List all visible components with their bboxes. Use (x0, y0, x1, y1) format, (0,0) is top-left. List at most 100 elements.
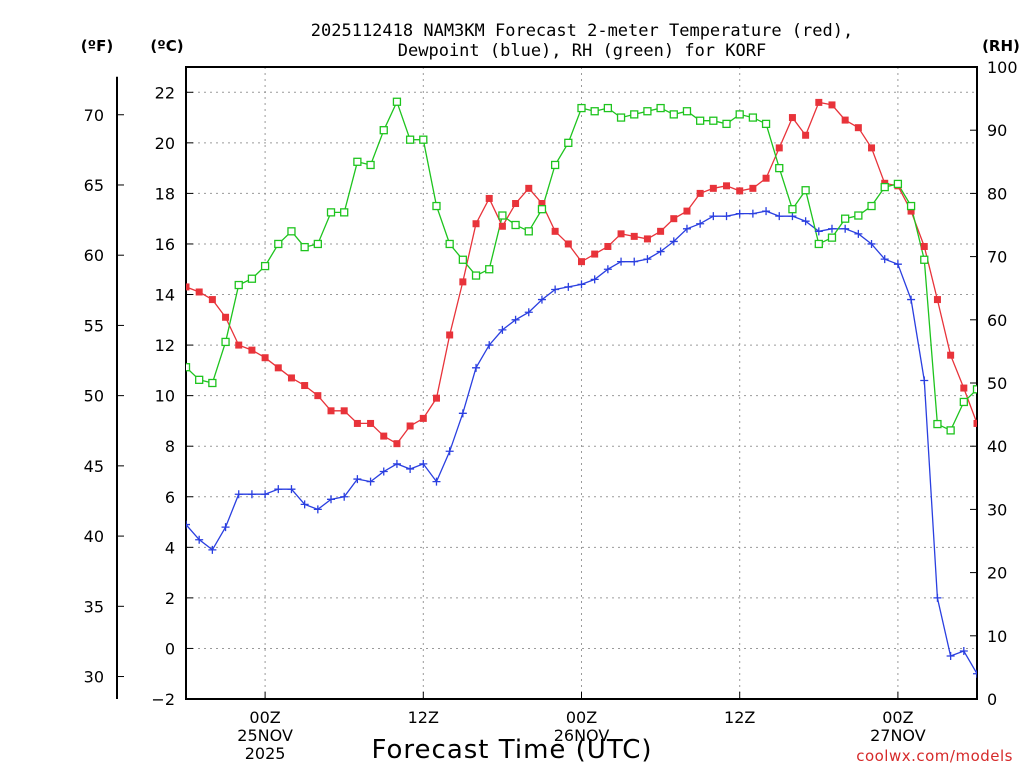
data-point (603, 265, 612, 274)
data-point (195, 535, 204, 544)
data-point (630, 110, 639, 119)
rh-tick-label: 0 (987, 690, 997, 709)
data-point (287, 374, 295, 382)
data-point (906, 201, 916, 211)
data-point (186, 363, 191, 372)
data-point (643, 107, 652, 116)
data-point (274, 485, 283, 494)
data-point (736, 187, 744, 195)
data-point (525, 184, 533, 192)
data-point (498, 211, 507, 220)
x-axis-label: Forecast Time (UTC) (371, 735, 652, 765)
data-point (208, 545, 217, 554)
data-point (748, 209, 757, 218)
chart-title-line-2: Dewpoint (blue), RH (green) for KORF (398, 41, 766, 61)
data-point (406, 422, 414, 430)
data-point (498, 325, 507, 334)
data-point (868, 144, 876, 152)
data-point (419, 135, 428, 144)
data-point (247, 490, 256, 499)
data-point (301, 382, 309, 390)
data-point (367, 419, 375, 427)
rh-tick-label: 70 (987, 248, 1007, 267)
data-point (907, 207, 915, 215)
data-point (195, 375, 204, 384)
data-point (287, 227, 296, 236)
data-point (972, 385, 977, 394)
celsius-tick-label: 20 (155, 134, 175, 153)
data-point (617, 230, 625, 238)
data-point (186, 520, 190, 529)
data-point (973, 669, 977, 678)
data-point (775, 212, 784, 221)
x-tick-label: 25NOV (237, 726, 293, 745)
data-point (577, 280, 586, 289)
data-point (893, 179, 903, 189)
data-point (788, 114, 796, 122)
data-point (630, 257, 639, 266)
data-point (880, 182, 889, 192)
rh-tick-label: 90 (987, 121, 1007, 140)
data-point (485, 265, 494, 274)
celsius-tick-label: −2 (151, 690, 175, 709)
data-point (946, 426, 955, 435)
data-point (656, 103, 665, 113)
data-point (379, 467, 388, 476)
data-point (274, 364, 282, 372)
data-point (234, 490, 243, 499)
data-point (379, 126, 388, 135)
data-point (960, 384, 968, 392)
data-point (392, 459, 401, 468)
data-point (696, 219, 705, 228)
data-point (353, 157, 362, 166)
tick-labels: −2 0 2 4 6 8 10 12 14 16 18 20 22 30 35 40 45 50 55 60 65 70 0… (84, 58, 1018, 763)
data-point (683, 207, 691, 215)
fahrenheit-tick-label: 70 (84, 106, 104, 125)
data-point (709, 212, 718, 221)
data-point (682, 224, 691, 233)
data-point (313, 505, 322, 514)
data-point (920, 242, 928, 250)
rh-tick-label: 20 (987, 564, 1007, 583)
data-point (933, 296, 941, 304)
fahrenheit-tick-label: 30 (84, 668, 104, 687)
data-point (326, 208, 336, 217)
celsius-tick-label: 10 (155, 387, 175, 406)
data-point (432, 477, 441, 486)
data-point (775, 163, 784, 173)
data-point (841, 116, 849, 124)
series-markers (186, 97, 977, 678)
data-point (617, 257, 626, 266)
chart-title-line-1: 2025112418 NAM3KM Forecast 2-meter Tempe… (311, 21, 853, 41)
rh-tick-label: 30 (987, 500, 1007, 519)
data-point (221, 337, 230, 347)
axes (116, 66, 978, 700)
data-point (854, 211, 863, 220)
data-point (616, 113, 626, 122)
data-point (920, 376, 929, 385)
data-point (656, 247, 665, 256)
rh-tick-label: 40 (987, 437, 1007, 456)
rh-tick-label: 100 (987, 58, 1018, 77)
data-point (538, 200, 546, 208)
data-point (458, 409, 467, 418)
data-point (524, 227, 533, 236)
x-tick-label: 12Z (408, 708, 439, 727)
data-point (630, 232, 638, 240)
data-point (577, 103, 586, 113)
data-point (221, 523, 230, 532)
data-point (854, 229, 863, 238)
fahrenheit-tick-label: 50 (84, 387, 104, 406)
data-point (801, 186, 810, 195)
data-point (498, 222, 506, 230)
data-point (248, 346, 256, 354)
data-point (762, 174, 770, 182)
x-tick-label: 26NOV (554, 726, 610, 745)
data-point (353, 419, 361, 427)
data-point (537, 295, 546, 304)
data-point (406, 464, 415, 473)
data-point (274, 239, 283, 249)
data-point (828, 101, 836, 109)
data-point (590, 107, 599, 116)
